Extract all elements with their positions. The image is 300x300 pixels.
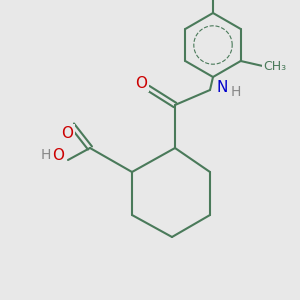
Text: O: O <box>52 148 64 163</box>
Text: N: N <box>216 80 228 94</box>
Text: CH₃: CH₃ <box>263 59 286 73</box>
Text: O: O <box>61 125 73 140</box>
Text: O: O <box>135 76 147 91</box>
Text: H: H <box>231 85 241 99</box>
Text: H: H <box>41 148 51 162</box>
